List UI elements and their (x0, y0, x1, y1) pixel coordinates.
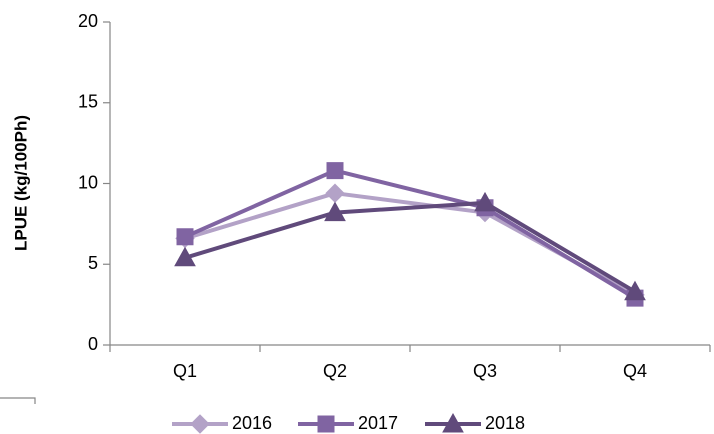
x-tick-label: Q3 (473, 361, 497, 381)
y-tick-label: 0 (88, 334, 98, 354)
y-tick-label: 20 (78, 11, 98, 31)
y-tick-label: 10 (78, 172, 98, 192)
marker (326, 162, 344, 180)
x-tick-label: Q2 (323, 361, 347, 381)
series-line (184, 200, 637, 294)
marker (176, 228, 194, 246)
legend-label: 2016 (232, 413, 272, 433)
y-tick-label: 5 (88, 253, 98, 273)
legend-marker (190, 414, 210, 434)
frame-fragment (0, 397, 36, 404)
legend-label: 2018 (485, 413, 525, 433)
y-axis-label: LPUE (kg/100Ph) (11, 115, 30, 251)
y-tick-label: 15 (78, 92, 98, 112)
x-tick-label: Q1 (173, 361, 197, 381)
x-tick-label: Q4 (623, 361, 647, 381)
legend-marker (317, 415, 335, 433)
marker (324, 201, 346, 222)
marker (325, 183, 345, 203)
marker (174, 246, 196, 267)
series-line (184, 168, 637, 300)
legend-label: 2017 (358, 413, 398, 433)
marker (624, 280, 646, 301)
legend-marker (442, 412, 464, 433)
marker (474, 191, 496, 212)
